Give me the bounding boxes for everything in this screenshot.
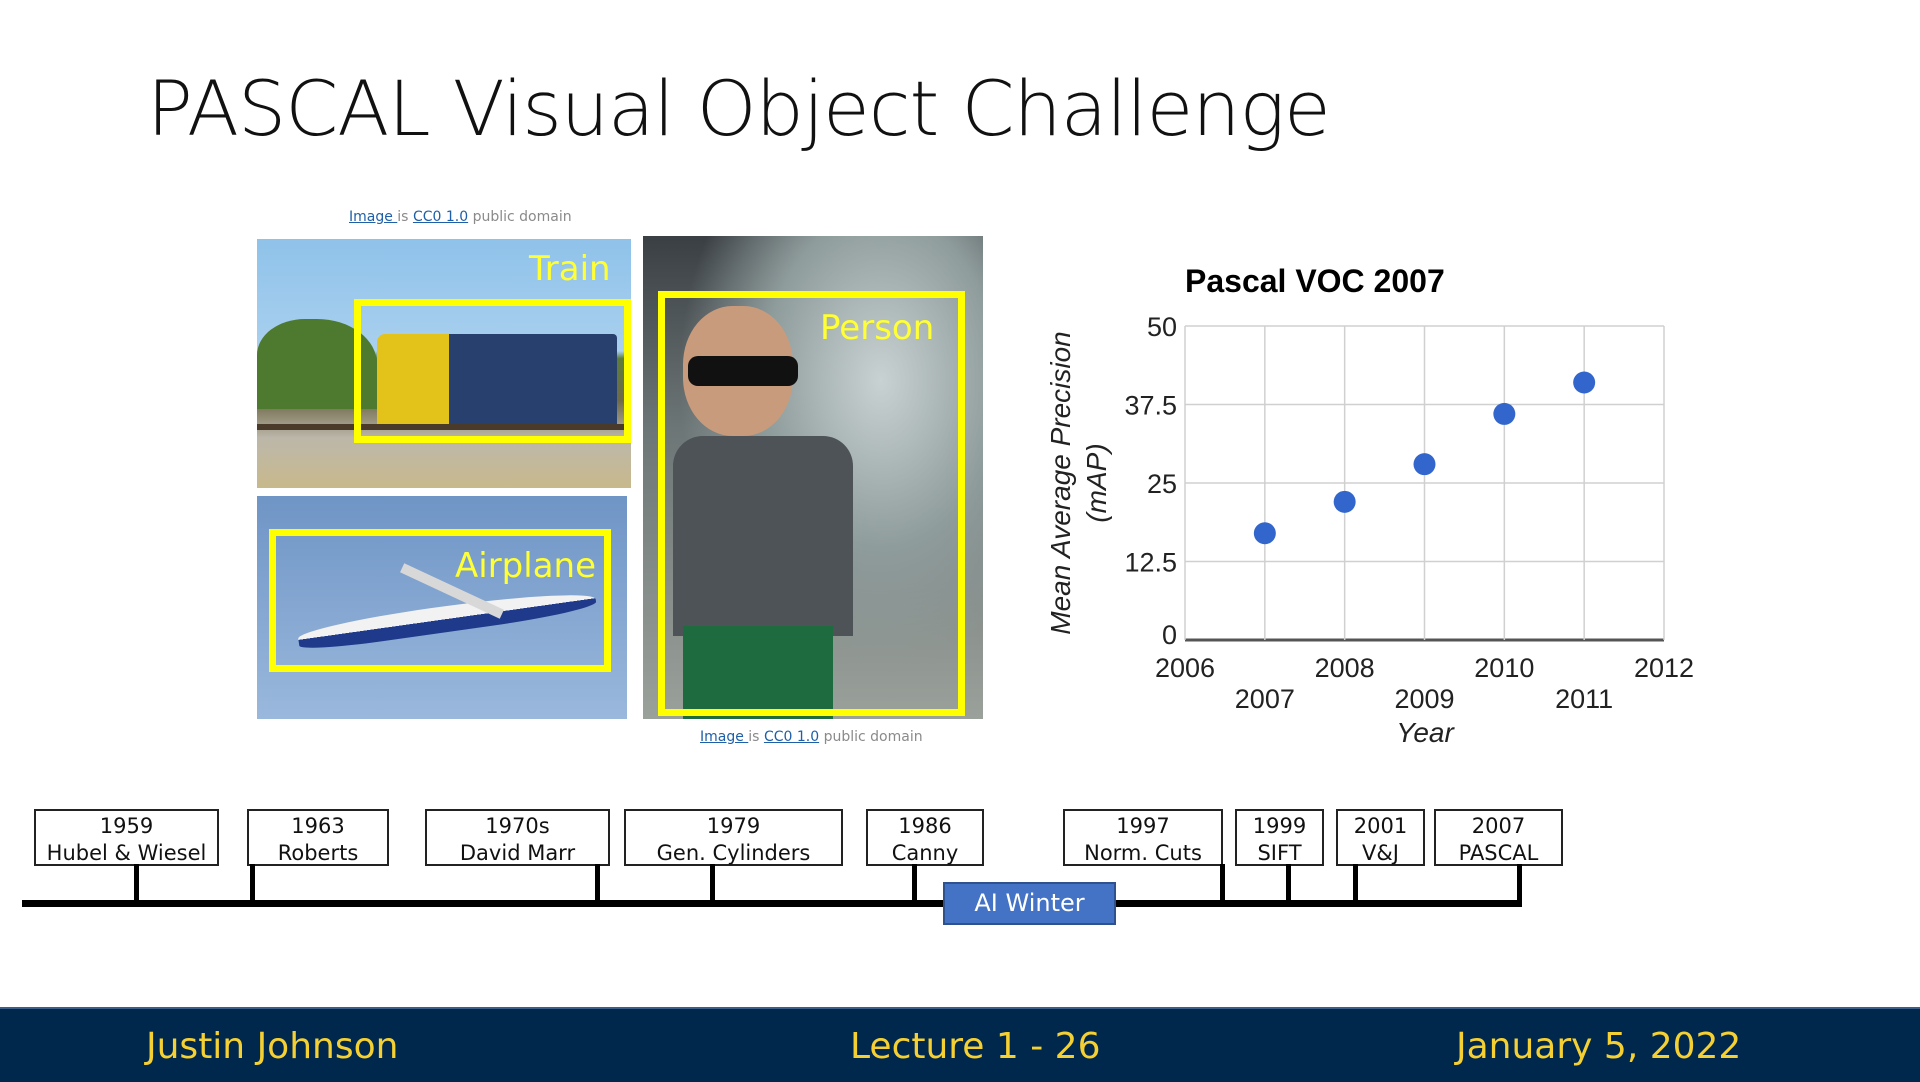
y-tick-label: 37.5	[1124, 391, 1177, 421]
footer-date: January 5, 2022	[1456, 1026, 1742, 1067]
event-label: Hubel & Wiesel	[46, 841, 207, 865]
event-label: Gen. Cylinders	[656, 841, 811, 865]
person-label: Person	[820, 308, 935, 348]
timeline-connector	[1286, 864, 1291, 904]
timeline-connector	[1220, 864, 1225, 904]
slide-title: PASCAL Visual Object Challenge	[147, 64, 1331, 153]
event-label: V&J	[1362, 841, 1399, 865]
credit-is: is	[748, 729, 764, 745]
x-tick-label: 2008	[1315, 653, 1375, 683]
event-year: 1970s	[485, 814, 550, 838]
chart-grid	[1184, 325, 1665, 642]
license-link[interactable]: CC0 1.0	[412, 209, 469, 225]
timeline-connector	[250, 864, 255, 904]
airplane-photo: Airplane	[257, 496, 627, 719]
timeline-connector	[912, 864, 917, 904]
footer-lecture: Lecture 1 - 26	[850, 1026, 1101, 1067]
timeline-connector	[595, 864, 600, 904]
y-tick-labels: 0 12.5 25 37.5 50	[1124, 312, 1177, 650]
timeline-event: 1986 Canny	[866, 809, 984, 866]
image-credit-bottom: Image is CC0 1.0 public domain	[700, 729, 923, 745]
timeline-connector	[1353, 864, 1358, 904]
data-point	[1253, 522, 1276, 545]
y-tick-label: 25	[1147, 469, 1177, 499]
x-tick-label: 2010	[1474, 653, 1534, 683]
x-tick-label: 2007	[1235, 684, 1295, 714]
data-point	[1333, 490, 1356, 513]
timeline-axis	[22, 900, 1522, 907]
event-year: 2007	[1471, 814, 1526, 838]
train-photo: Train	[257, 239, 631, 488]
license-link[interactable]: CC0 1.0	[763, 729, 820, 745]
timeline-event: 2007 PASCAL	[1434, 809, 1563, 866]
person-photo: Person	[643, 236, 983, 719]
shorts-shape	[683, 626, 833, 719]
data-point	[1493, 402, 1516, 425]
timeline-event: 1999 SIFT	[1235, 809, 1324, 866]
event-label: SIFT	[1257, 841, 1302, 865]
event-year: 1997	[1116, 814, 1170, 838]
airplane-label: Airplane	[455, 546, 597, 586]
image-credit-top: Image is CC0 1.0 public domain	[349, 209, 572, 225]
x-tick-label: 2006	[1155, 653, 1215, 683]
image-link[interactable]: Image	[349, 209, 398, 225]
event-label: Canny	[891, 841, 959, 865]
event-year: 1979	[706, 814, 761, 838]
timeline-event: 1963 Roberts	[247, 809, 389, 866]
x-tick-labels: 2006 2007 2008 2009 2010 2011 2012	[1155, 653, 1694, 714]
sunglasses-shape	[688, 356, 798, 386]
y-axis-label-line1: Mean Average Precision	[1045, 331, 1076, 635]
y-axis-label-line2: (mAP)	[1081, 443, 1112, 522]
event-label: PASCAL	[1458, 841, 1539, 865]
event-year: 2001	[1353, 814, 1408, 838]
event-year: 1986	[898, 814, 952, 838]
timeline-event: 1959 Hubel & Wiesel	[34, 809, 219, 866]
credit-rest: public domain	[468, 209, 572, 225]
x-tick-label: 2009	[1394, 684, 1454, 714]
locomotive-shape	[377, 334, 617, 424]
y-tick-label: 12.5	[1124, 548, 1177, 578]
event-year: 1963	[291, 814, 345, 838]
person-bounding-box	[658, 291, 965, 716]
rail-shape	[257, 424, 631, 430]
train-label: Train	[529, 249, 611, 289]
timeline-event: 1970s David Marr	[425, 809, 610, 866]
ai-winter-label: AI Winter	[943, 882, 1116, 925]
event-label: Roberts	[277, 841, 359, 865]
event-label: Norm. Cuts	[1084, 841, 1202, 865]
data-point	[1573, 371, 1596, 394]
x-tick-label: 2011	[1555, 684, 1613, 714]
timeline-event: 1979 Gen. Cylinders	[624, 809, 843, 866]
y-tick-label: 0	[1162, 620, 1177, 650]
chart-title: Pascal VOC 2007	[1185, 263, 1445, 299]
shirt-shape	[673, 436, 853, 636]
event-label: David Marr	[459, 841, 576, 865]
credit-is: is	[397, 209, 413, 225]
timeline-event: 1997 Norm. Cuts	[1063, 809, 1223, 866]
timeline-connector	[1517, 864, 1522, 904]
timeline-event: 2001 V&J	[1336, 809, 1425, 866]
footer-author: Justin Johnson	[146, 1026, 399, 1067]
image-link[interactable]: Image	[700, 729, 749, 745]
event-year: 1999	[1252, 814, 1307, 838]
train-bounding-box	[354, 299, 631, 443]
x-axis-label: Year	[1396, 717, 1455, 748]
y-tick-label: 50	[1147, 312, 1177, 342]
credit-rest: public domain	[819, 729, 923, 745]
timeline-connector	[710, 864, 715, 904]
data-points	[1253, 371, 1596, 545]
airplane-bounding-box	[269, 529, 611, 672]
timeline-connector	[134, 864, 139, 904]
event-year: 1959	[99, 814, 154, 838]
x-tick-label: 2012	[1634, 653, 1694, 683]
footer-bar: Justin Johnson Lecture 1 - 26 January 5,…	[0, 1007, 1920, 1082]
data-point	[1413, 453, 1436, 476]
